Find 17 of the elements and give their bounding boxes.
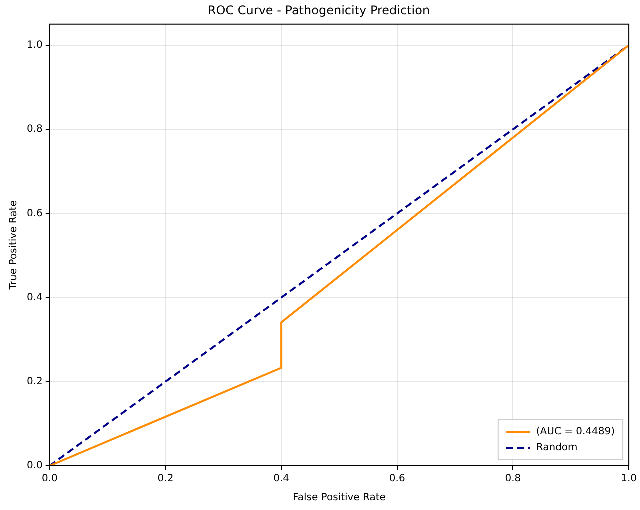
x-tick-label: 1.0 xyxy=(621,474,637,485)
x-tick-label: 0.4 xyxy=(274,474,290,485)
y-tick-label: 0.2 xyxy=(26,376,43,388)
x-axis-title: False Positive Rate xyxy=(293,492,386,504)
x-tick-label: 0.0 xyxy=(42,474,58,485)
y-tick-label: 0.0 xyxy=(26,460,43,472)
x-tick-label: 0.2 xyxy=(158,474,174,485)
x-tick-label: 0.6 xyxy=(389,474,406,485)
chart-title: ROC Curve - Pathogenicity Prediction xyxy=(208,3,430,18)
x-tick-label: 0.8 xyxy=(505,474,522,485)
y-tick-label: 0.8 xyxy=(26,124,43,136)
y-tick-label: 0.4 xyxy=(26,292,43,304)
legend-label: (AUC = 0.4489) xyxy=(536,426,616,438)
y-axis-title: True Positive Rate xyxy=(8,200,20,291)
y-tick-label: 0.6 xyxy=(26,208,43,220)
y-tick-label: 1.0 xyxy=(26,40,43,52)
legend-label: Random xyxy=(536,442,578,454)
